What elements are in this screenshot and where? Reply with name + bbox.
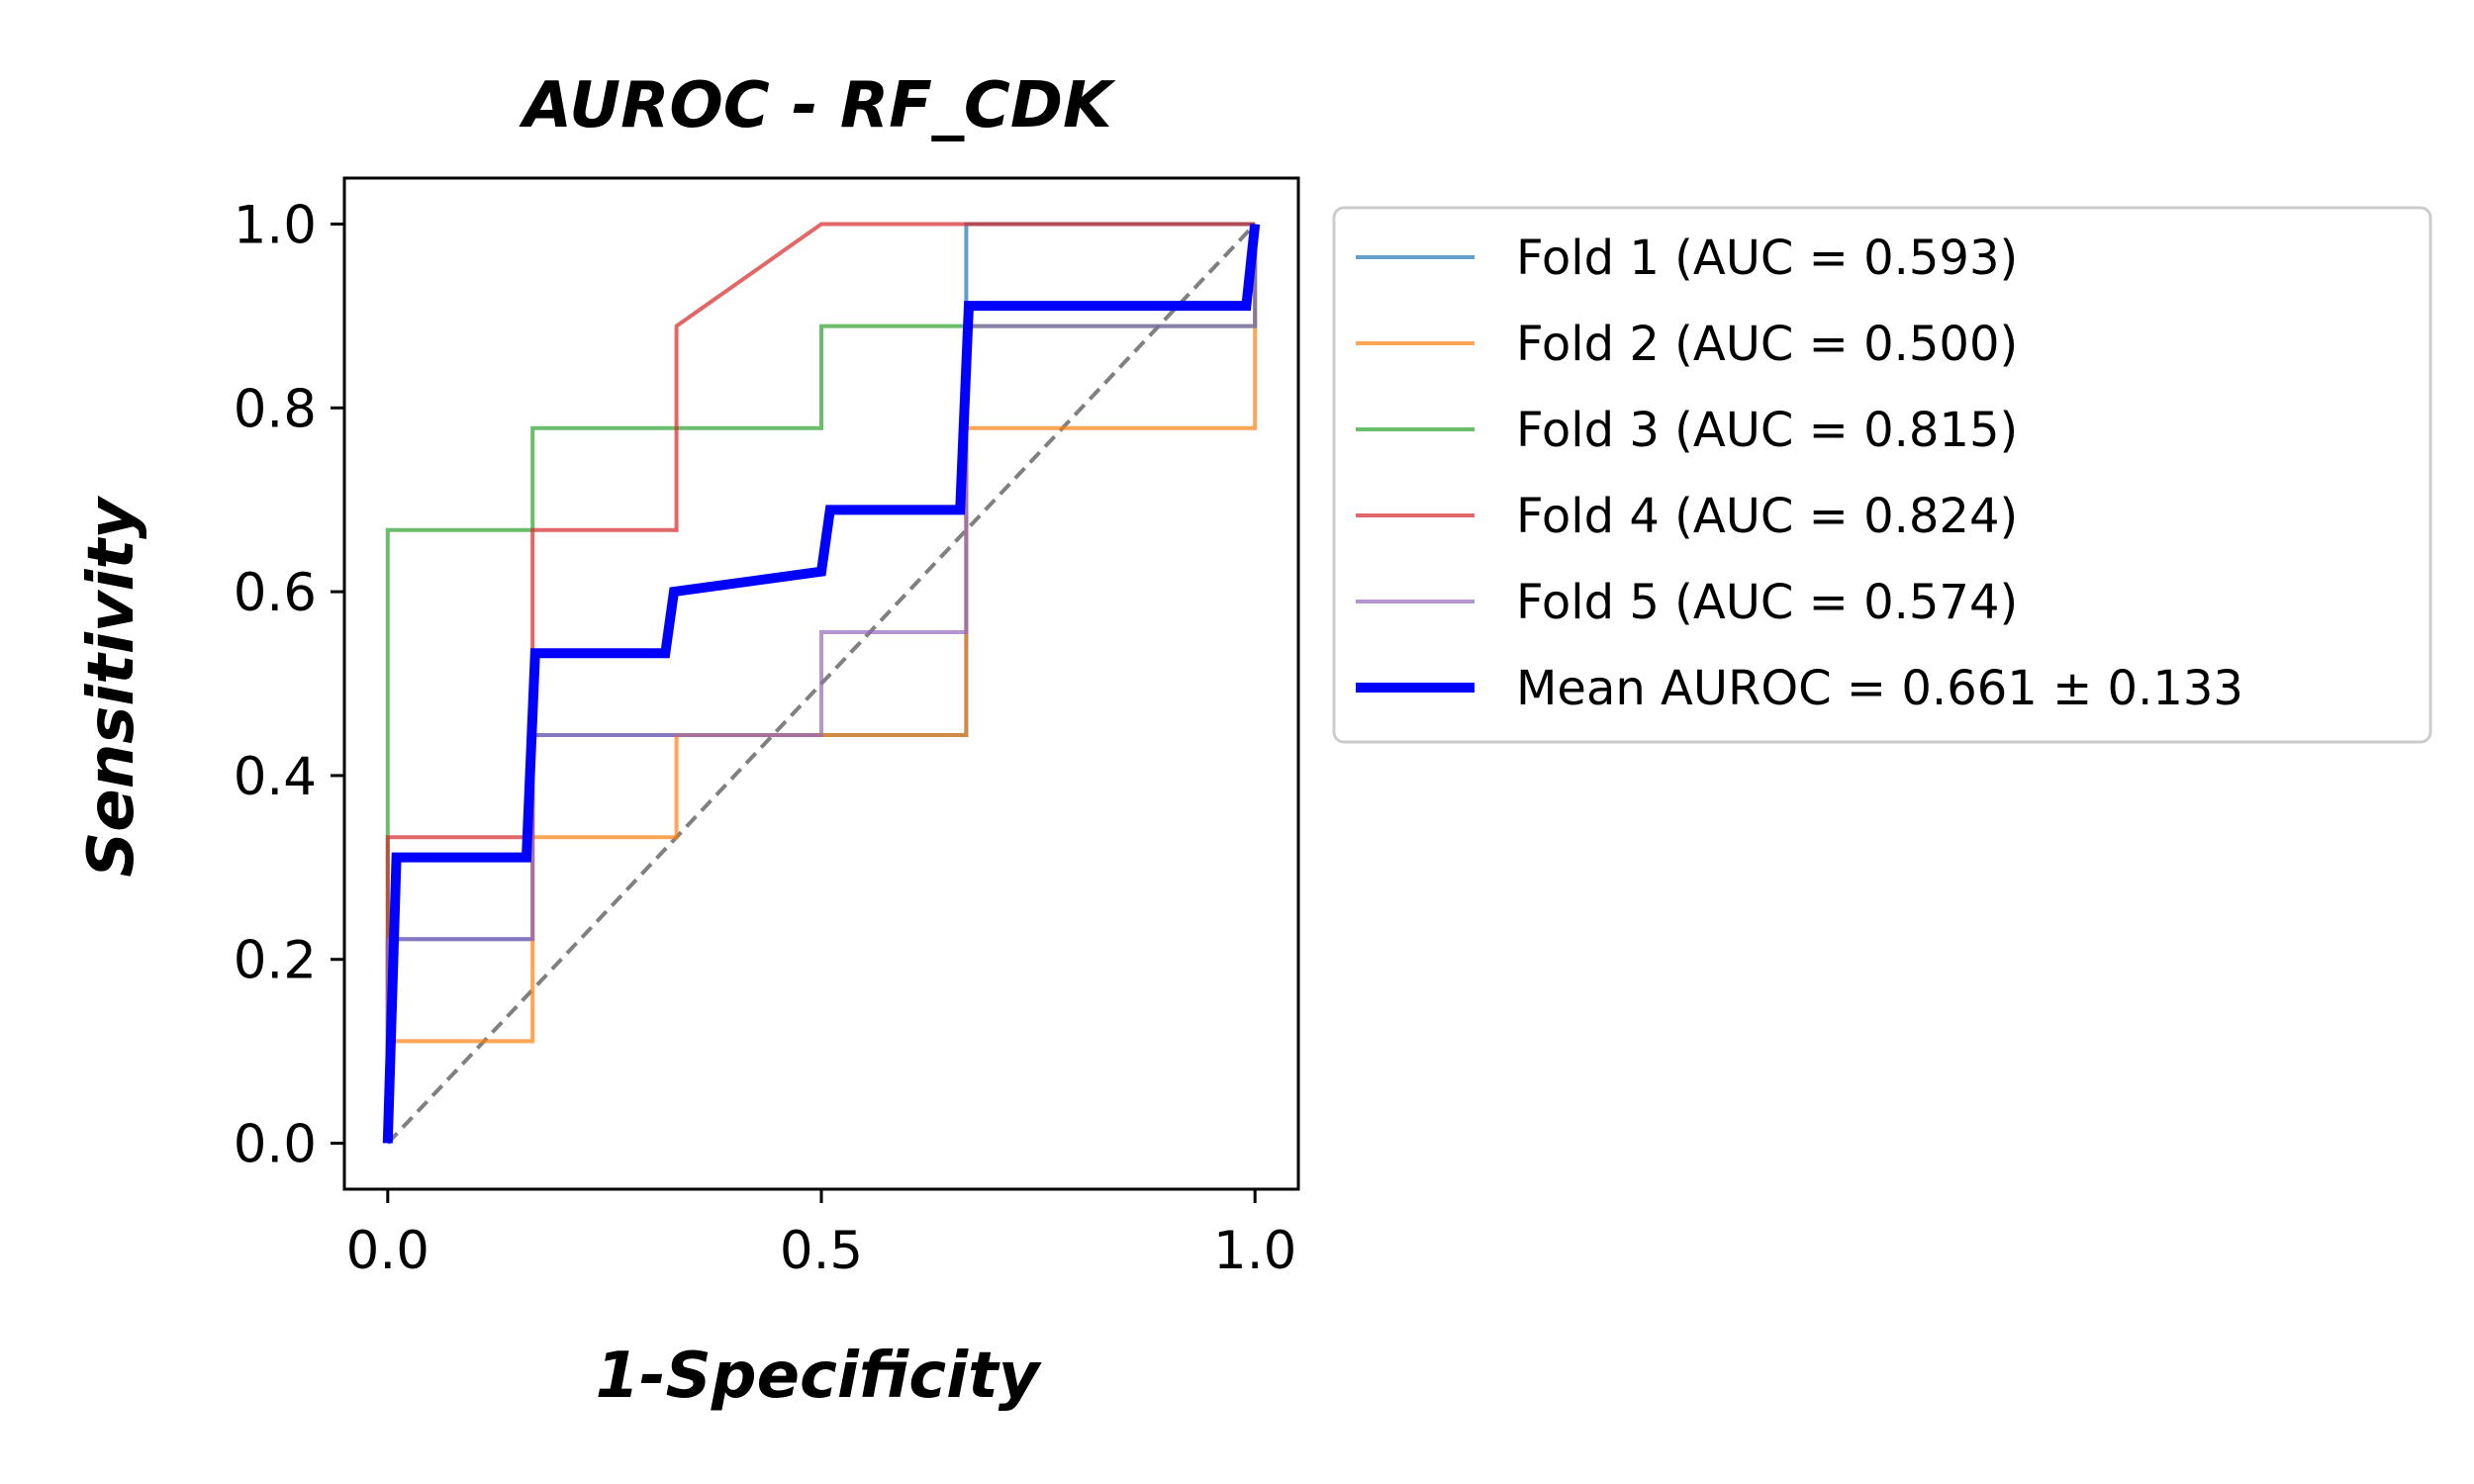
- legend-label: Fold 2 (AUC = 0.500): [1516, 317, 2018, 372]
- chart-title: AUROC - RF_CDK: [518, 69, 1116, 142]
- y-tick-label: 0.2: [234, 931, 317, 991]
- legend: Fold 1 (AUC = 0.593) Fold 2 (AUC = 0.500)…: [1332, 206, 2432, 744]
- x-tick-label: 1.0: [1213, 1221, 1296, 1281]
- fold-4-roc-line: [385, 222, 1256, 1144]
- fold-5-roc-line: [385, 224, 1258, 1144]
- mean-roc-line: [382, 223, 1261, 1144]
- plot-area: [342, 176, 1300, 1191]
- x-axis-label: 1-Specificity: [596, 1340, 1042, 1413]
- y-axis: 0.0 0.2 0.4 0.6 0.8 1.0: [234, 195, 344, 1175]
- y-tick-label: 1.0: [234, 195, 317, 255]
- y-tick-label: 0.6: [234, 563, 317, 623]
- fold-2-roc-line: [385, 224, 1258, 1144]
- legend-label: Fold 5 (AUC = 0.574): [1516, 575, 2018, 630]
- y-axis-label: Sensitivity: [75, 496, 148, 878]
- legend-label: Mean AUROC = 0.661 ± 0.133: [1516, 661, 2243, 716]
- x-tick-label: 0.0: [346, 1221, 429, 1281]
- x-tick-label: 0.5: [780, 1221, 863, 1281]
- legend-box: [1332, 206, 2432, 744]
- y-tick-label: 0.0: [234, 1115, 317, 1175]
- legend-label: Fold 4 (AUC = 0.824): [1516, 489, 2018, 544]
- y-tick-label: 0.4: [234, 747, 317, 807]
- legend-label: Fold 1 (AUC = 0.593): [1516, 231, 2018, 286]
- legend-label: Fold 3 (AUC = 0.815): [1516, 403, 2018, 458]
- y-tick-label: 0.8: [234, 379, 317, 439]
- x-axis: 0.0 0.5 1.0: [346, 1189, 1296, 1281]
